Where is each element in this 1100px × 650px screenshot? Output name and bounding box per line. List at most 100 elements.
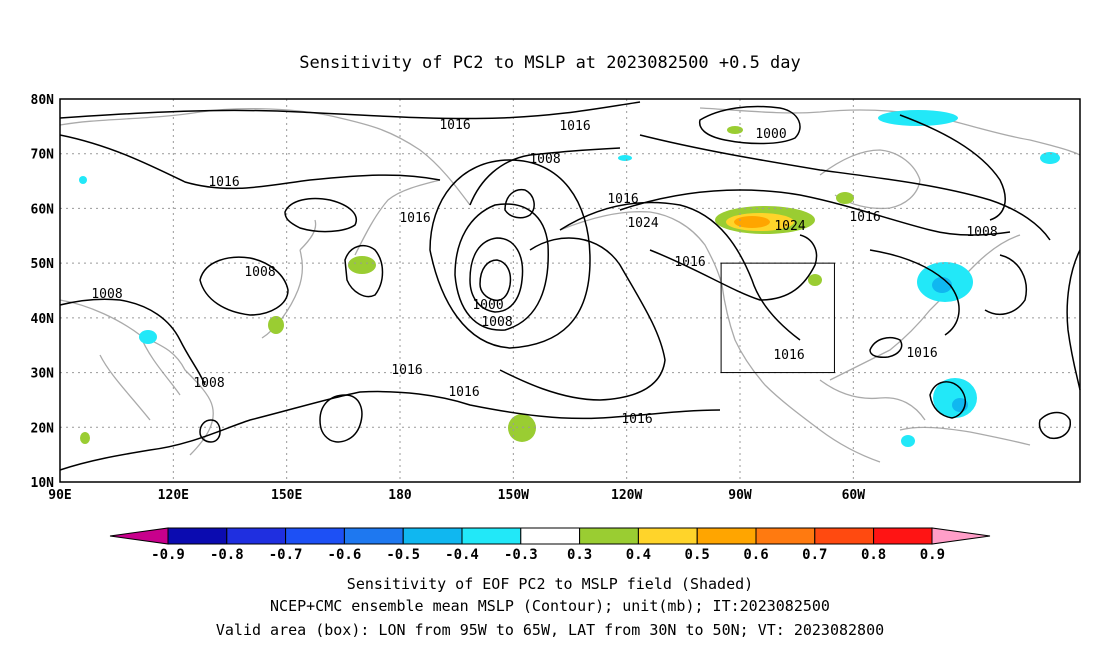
lon-tick-label: 90W	[728, 488, 752, 503]
colorbar-label: 0.9	[920, 547, 945, 563]
colorbar-label: 0.7	[802, 547, 827, 563]
lon-tick-label: 120W	[611, 488, 642, 503]
shade-negative-0.4	[139, 330, 157, 344]
coastline-gulf	[819, 379, 926, 421]
colorbar-label: -0.5	[386, 547, 420, 563]
axis-labels: 90E 120E 150E 180 150W 120W 90W 60W 80N 70N 60N 50N…	[31, 93, 866, 503]
contour-line	[869, 249, 960, 336]
shade-positive-0.6	[734, 216, 770, 228]
coastline-kamchatka	[354, 179, 441, 256]
contour-line	[649, 234, 818, 301]
colorbar-label: -0.4	[445, 547, 479, 563]
colorbar-swatch	[637, 527, 698, 545]
contour-line	[429, 159, 591, 349]
contour-label: 1008	[193, 376, 224, 391]
shade-positive-0.4	[727, 126, 743, 134]
contour-line	[899, 114, 1006, 221]
shade-negative-0.4	[618, 155, 632, 161]
contour-line	[469, 237, 524, 313]
contour-label: 1016	[621, 412, 652, 427]
shade-positive-0.4	[808, 274, 822, 286]
shade-negative-0.4	[1040, 152, 1060, 164]
contour-line	[319, 394, 363, 443]
colorbar-swatch	[579, 527, 639, 545]
lat-tick-label: 70N	[31, 148, 55, 163]
contour-line	[1066, 249, 1081, 391]
lon-tick-label: 60W	[842, 488, 866, 503]
contour-label: 1016	[849, 210, 880, 225]
contour-labels: 1016 1008 1016 1016 1016 1008 1008 1000 …	[91, 118, 997, 427]
colorbar-swatch	[461, 527, 522, 545]
colorbar-label: -0.7	[269, 547, 303, 563]
colorbar-label: 0.6	[743, 547, 768, 563]
lat-tick-label: 80N	[31, 93, 55, 108]
contour-line	[59, 134, 441, 190]
contour-label: 1008	[529, 152, 560, 167]
colorbar-swatch	[226, 527, 287, 545]
colorbar-label: 0.8	[861, 547, 886, 563]
contour-line	[869, 337, 903, 358]
contour-label: 1016	[773, 348, 804, 363]
contour-line	[619, 189, 1011, 236]
lon-tick-label: 150W	[498, 488, 529, 503]
contour-line	[199, 419, 221, 443]
contour-label: 1016	[674, 255, 705, 270]
colorbar-swatch	[520, 527, 581, 545]
lon-tick-label: 150E	[271, 488, 302, 503]
colorbar-labels: -0.9 -0.8 -0.7 -0.6 -0.5 -0.4 -0.3 0.3 0.4 0.5 0.6…	[151, 547, 945, 563]
contour-line	[59, 390, 721, 471]
contour-label: 1008	[244, 265, 275, 280]
lon-tick-label: 180	[388, 488, 412, 503]
shade-positive-0.4	[80, 432, 90, 444]
contour-label: 1016	[607, 192, 638, 207]
coastlines	[59, 107, 1081, 463]
shade-positive-0.4	[508, 414, 536, 442]
colorbar-label: 0.4	[626, 547, 651, 563]
contour-label: 1016	[439, 118, 470, 133]
colorbar-label: -0.3	[504, 547, 538, 563]
shade-positive-0.4	[348, 256, 376, 274]
shade-negative-0.4	[901, 435, 915, 447]
shade-negative-0.4	[79, 176, 87, 184]
contour-line	[1038, 411, 1071, 440]
coastline-hudson	[819, 149, 921, 210]
colorbar-swatch	[755, 527, 816, 545]
colorbar: -0.9 -0.8 -0.7 -0.6 -0.5 -0.4 -0.3 0.3 0.4 0.5 0.6…	[109, 527, 991, 563]
lon-tick-label: 90E	[48, 488, 71, 503]
figure-title: Sensitivity of PC2 to MSLP at 2023082500…	[299, 53, 801, 73]
colorbar-label: 0.3	[567, 547, 592, 563]
contour-line	[199, 256, 289, 316]
lat-tick-label: 60N	[31, 202, 55, 217]
colorbar-swatch	[343, 527, 404, 545]
coastline-asia	[59, 108, 471, 456]
colorbar-high-arrow	[931, 527, 991, 545]
shade-positive-0.4	[268, 316, 284, 334]
map-panel: 1016 1008 1016 1016 1016 1008 1008 1000 …	[31, 93, 1081, 503]
colorbar-low-arrow	[109, 527, 169, 545]
lat-tick-label: 50N	[31, 257, 55, 272]
mslp-contours	[59, 101, 1081, 471]
contour-label: 1024	[774, 219, 805, 234]
shade-positive-0.4	[836, 192, 854, 204]
footer-line-2: NCEP+CMC ensemble mean MSLP (Contour); u…	[270, 597, 830, 615]
colorbar-swatch	[873, 527, 933, 545]
contour-line	[929, 381, 967, 419]
coastline-namerica-west	[721, 284, 881, 463]
coastline-caribbean	[899, 426, 1031, 446]
contour-line	[504, 188, 535, 219]
lat-tick-label: 30N	[31, 367, 55, 382]
coastline-namerica-east	[829, 234, 1021, 381]
colorbar-label: -0.8	[210, 547, 244, 563]
contour-line	[984, 254, 1027, 316]
colorbar-swatch	[285, 527, 345, 545]
contour-label: 1008	[91, 287, 122, 302]
colorbar-boxes	[167, 527, 933, 545]
contour-line	[639, 134, 1051, 241]
contour-line	[469, 147, 621, 206]
contour-line	[479, 259, 512, 302]
lat-tick-label: 20N	[31, 421, 55, 436]
contour-label: 1000	[755, 127, 786, 142]
contour-label: 1016	[559, 119, 590, 134]
shade-negative-0.4	[878, 110, 958, 126]
